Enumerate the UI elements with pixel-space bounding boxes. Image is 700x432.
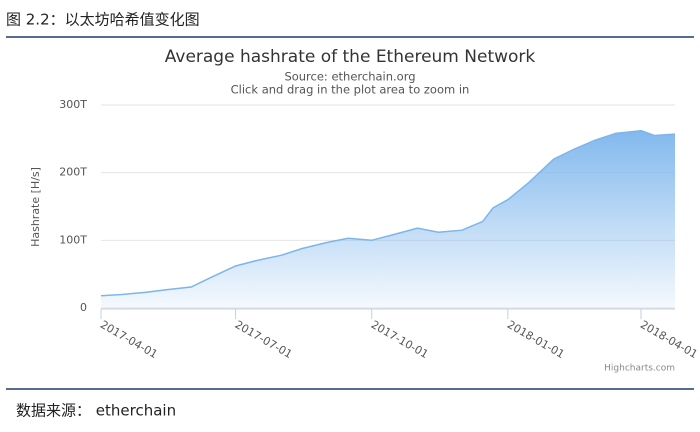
- y-tick-label: 200T: [59, 166, 87, 179]
- figure-source: 数据来源： etherchain: [16, 402, 176, 420]
- x-tick-label: 2017-07-01: [233, 318, 295, 361]
- chart-title: Average hashrate of the Ethereum Network: [165, 47, 536, 67]
- line: [100, 129, 676, 297]
- credits: Highcharts.com: [604, 364, 675, 374]
- figure-caption: 图 2.2：以太坊哈希值变化图: [6, 11, 200, 29]
- x-tick-label: 2017-04-01: [98, 318, 160, 361]
- y-tick-label: 100T: [59, 233, 87, 246]
- x-tick-label: 2018-04-01: [638, 318, 700, 361]
- x-tick-label: 2017-10-01: [369, 318, 431, 361]
- chart-subtitle: Source: etherchain.org: [284, 70, 415, 84]
- area: [101, 130, 675, 308]
- chart-note: Click and drag in the plot area to zoom …: [231, 83, 470, 97]
- y-axis-title: Hashrate [H/s]: [29, 167, 42, 247]
- x-tick-label: 2018-01-01: [505, 318, 567, 361]
- y-tick-label: 0: [80, 301, 87, 314]
- y-tick-label: 300T: [59, 98, 87, 111]
